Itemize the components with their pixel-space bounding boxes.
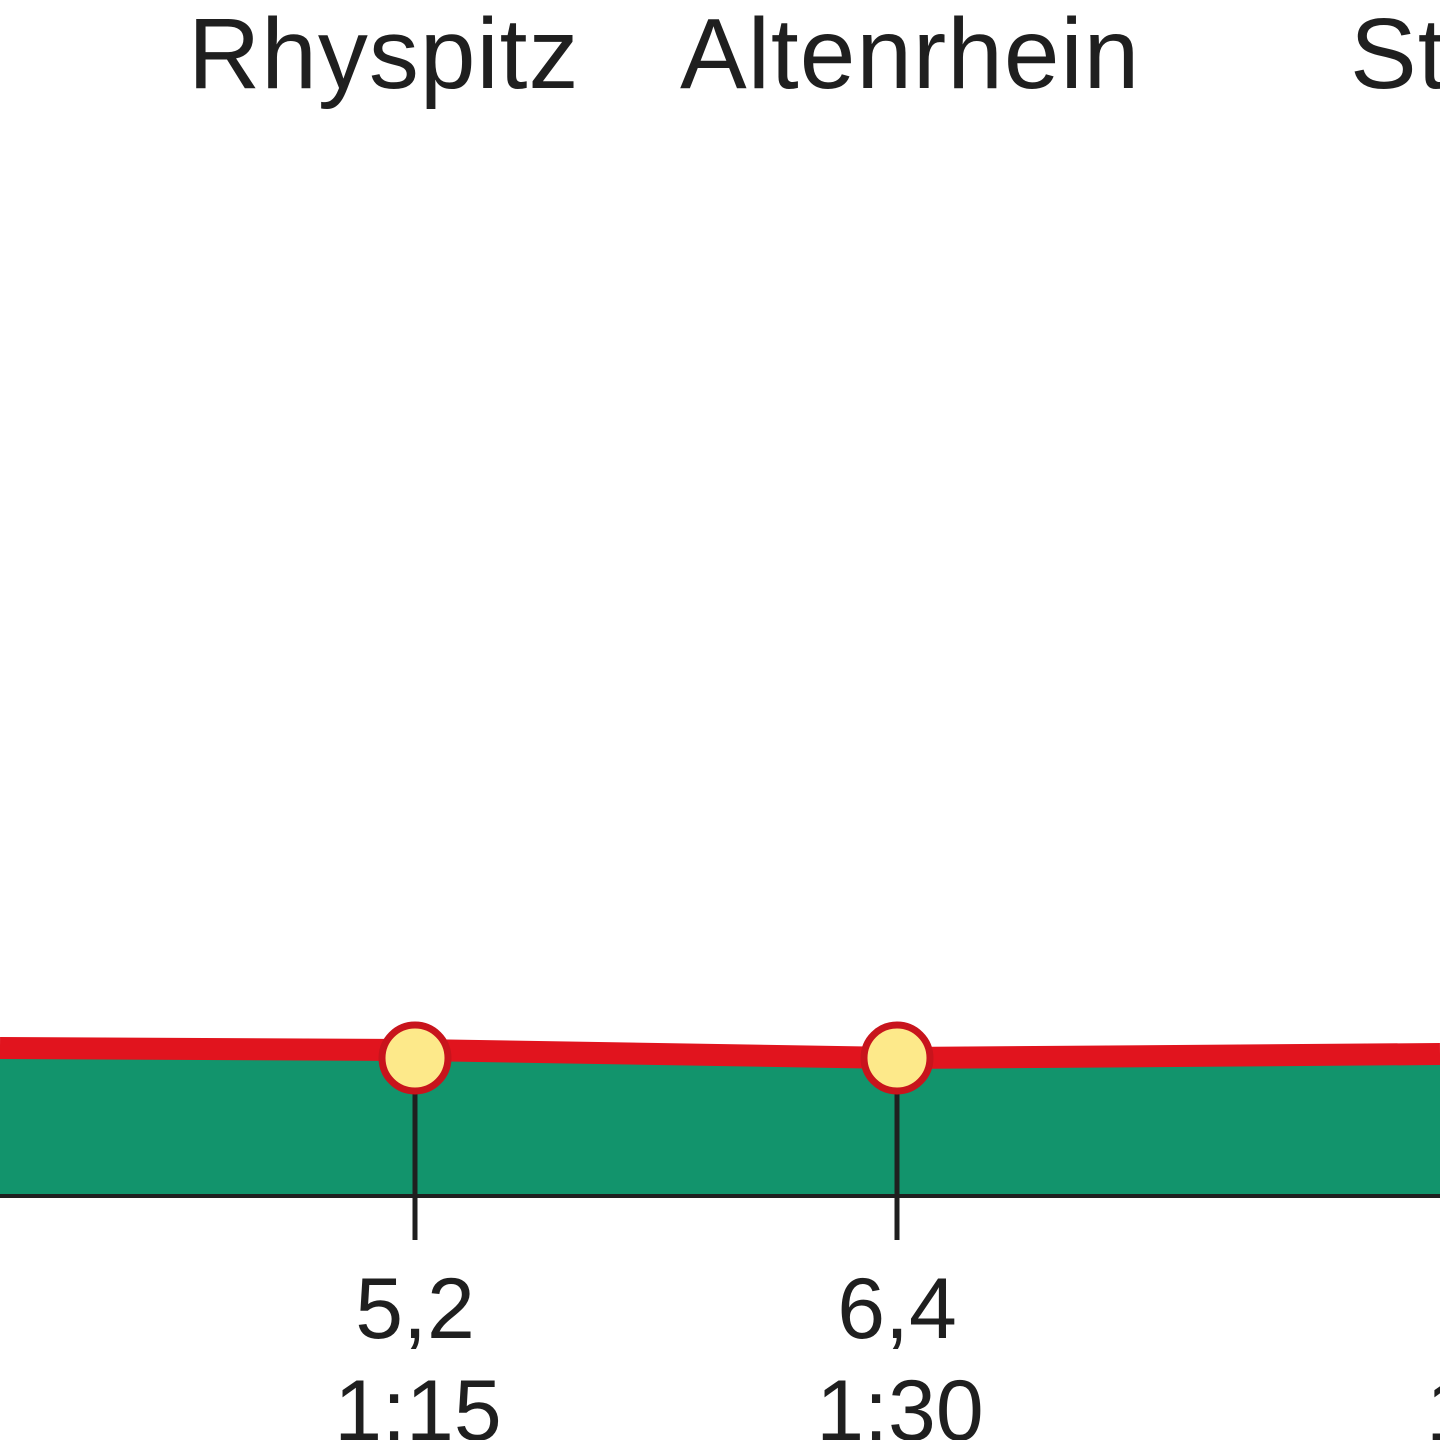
waypoint-time-label: 1 xyxy=(1426,1363,1440,1440)
waypoint-time-label: 1:30 xyxy=(816,1363,983,1440)
waypoint-marker xyxy=(378,1021,452,1095)
route-line xyxy=(0,1037,1440,1070)
place-label-altenrhein: Altenrhein xyxy=(680,0,1140,110)
waypoint-km-label: 5,2 xyxy=(355,1261,475,1357)
place-label-st: St xyxy=(1350,0,1440,110)
waypoint-km-label: 6,4 xyxy=(837,1261,957,1357)
waypoint-time-label: 1:15 xyxy=(334,1363,501,1440)
waypoint-marker xyxy=(860,1021,934,1095)
place-label-rhyspitz: Rhyspitz xyxy=(188,0,579,110)
ground-area xyxy=(0,1050,1440,1196)
